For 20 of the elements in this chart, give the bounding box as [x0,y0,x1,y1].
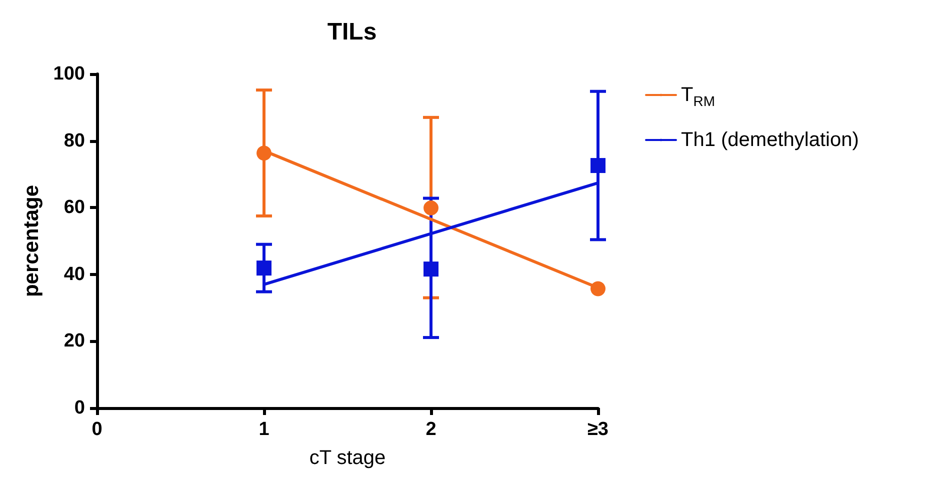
point [590,158,606,174]
y-tick-label: 40 [64,264,85,285]
y-tick-label: 20 [64,330,85,352]
x-tick-label: 0 [92,419,102,440]
y-tick-label: 100 [53,64,85,84]
x-axis-title: cT stage [309,447,386,469]
y-tick-label: 0 [74,398,85,418]
x-tick-label: ≥3 [588,419,608,440]
point [424,200,438,216]
y-axis-title: percentage [20,184,43,298]
point [256,260,272,276]
x-tick-label: 2 [426,419,436,440]
x-tick-label: 1 [258,419,270,440]
point [256,146,272,161]
y-tick-label: 60 [64,197,85,218]
y-tick-label: 80 [64,130,85,152]
legend-label: Th1 (demethylation) [681,129,859,151]
chart-title: TILs [327,18,377,46]
point [424,262,438,277]
point [590,281,606,296]
